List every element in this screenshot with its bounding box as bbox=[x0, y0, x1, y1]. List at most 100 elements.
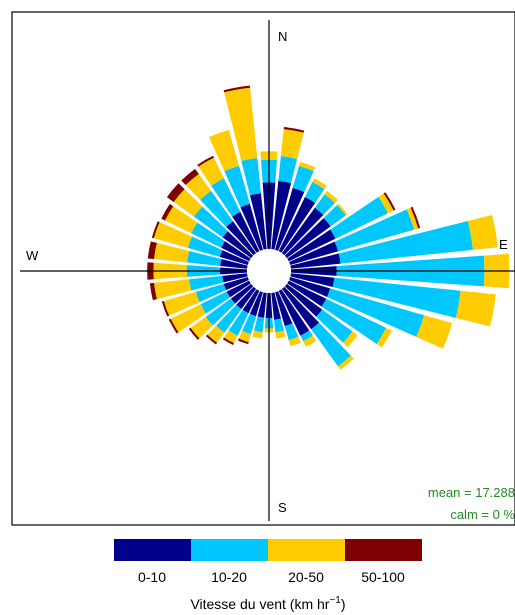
petal-250deg-50-100 bbox=[161, 300, 170, 317]
petal-290deg-20-50 bbox=[153, 222, 192, 248]
petal-190deg-0-10 bbox=[257, 292, 267, 318]
petal-290deg-10-20 bbox=[187, 236, 223, 257]
petal-260deg-10-20 bbox=[189, 275, 224, 291]
petal-300deg-50-100 bbox=[161, 203, 174, 221]
petal-280deg-20-50 bbox=[154, 242, 190, 263]
calm-annotation: calm = 0 % bbox=[450, 507, 515, 522]
petal-110deg-0-10 bbox=[289, 277, 331, 297]
petal-10deg-0-10 bbox=[271, 180, 292, 250]
legend-swatch-20-50 bbox=[268, 539, 345, 561]
legend: 0-10 10-20 20-50 50-100 Vitesse du vent … bbox=[114, 539, 422, 612]
petal-250deg-20-50 bbox=[163, 291, 200, 316]
petal-30deg-10-20 bbox=[304, 181, 325, 203]
petal-160deg-0-10 bbox=[275, 291, 293, 327]
petal-20deg-10-20 bbox=[292, 165, 314, 193]
petal-330deg-20-50 bbox=[198, 157, 224, 186]
petal-350deg-10-20 bbox=[241, 158, 261, 196]
petal-210deg-0-10 bbox=[242, 289, 260, 314]
petal-210deg-50-100 bbox=[222, 337, 234, 346]
petal-40deg-20-50 bbox=[324, 190, 338, 203]
petal-80deg-10-20 bbox=[338, 221, 473, 264]
petal-220deg-20-50 bbox=[207, 325, 225, 343]
petal-240deg-0-10 bbox=[226, 280, 251, 298]
petal-310deg-20-50 bbox=[173, 189, 203, 217]
petal-40deg-0-10 bbox=[281, 207, 324, 256]
petal-250deg-0-10 bbox=[223, 277, 249, 291]
petal-150deg-0-10 bbox=[278, 289, 310, 336]
petal-100deg-10-20 bbox=[332, 277, 461, 318]
petal-240deg-10-20 bbox=[200, 291, 231, 314]
legend-swatch-10-20 bbox=[191, 539, 268, 561]
petal-280deg-0-10 bbox=[220, 259, 248, 269]
petal-20deg-0-10 bbox=[275, 187, 305, 251]
calm-circle bbox=[247, 249, 291, 293]
legend-title: Vitesse du vent (km hr−1) bbox=[190, 595, 345, 612]
petal-290deg-50-100 bbox=[151, 221, 160, 239]
petal-340deg-20-50 bbox=[209, 129, 240, 172]
petal-150deg-20-50 bbox=[303, 335, 317, 347]
petal-290deg-0-10 bbox=[219, 250, 249, 265]
petal-40deg-10-20 bbox=[314, 194, 335, 215]
petal-50deg-10-20 bbox=[323, 205, 346, 227]
petal-330deg-0-10 bbox=[232, 211, 260, 253]
legend-label-0-10: 0-10 bbox=[138, 569, 166, 585]
petal-20deg-20-50 bbox=[298, 161, 316, 172]
petal-110deg-20-50 bbox=[416, 315, 453, 349]
compass-north-label: N bbox=[278, 29, 287, 44]
petal-140deg-20-50 bbox=[338, 355, 354, 370]
petal-350deg-0-10 bbox=[249, 193, 267, 250]
petal-140deg-10-20 bbox=[311, 322, 351, 367]
petal-30deg-0-10 bbox=[278, 196, 316, 253]
compass-south-label: S bbox=[278, 500, 287, 515]
petal-330deg-10-20 bbox=[211, 178, 241, 217]
petal-120deg-10-20 bbox=[321, 298, 387, 344]
petal-70deg-50-100 bbox=[410, 206, 421, 229]
petal-60deg-50-100 bbox=[383, 192, 396, 211]
petal-70deg-20-50 bbox=[406, 207, 419, 230]
petal-170deg-20-50 bbox=[275, 330, 286, 339]
petal-70deg-0-10 bbox=[289, 241, 339, 265]
petal-340deg-10-20 bbox=[224, 165, 250, 208]
petal-230deg-20-50 bbox=[190, 316, 213, 339]
petal-240deg-50-100 bbox=[168, 318, 179, 334]
petal-130deg-10-20 bbox=[316, 309, 353, 343]
petal-60deg-0-10 bbox=[287, 229, 336, 262]
petal-60deg-20-50 bbox=[378, 193, 394, 214]
petal-260deg-50-100 bbox=[149, 282, 157, 301]
petal-170deg-10-20 bbox=[274, 318, 284, 333]
petal-group bbox=[147, 85, 510, 370]
petal-310deg-10-20 bbox=[193, 206, 228, 238]
petal-50deg-0-10 bbox=[284, 218, 331, 259]
petal-350deg-20-50 bbox=[224, 87, 258, 161]
petal-280deg-50-100 bbox=[147, 241, 157, 260]
legend-swatch-0-10 bbox=[114, 539, 191, 561]
petal-130deg-20-50 bbox=[343, 331, 358, 348]
petal-310deg-50-100 bbox=[166, 183, 185, 202]
petal-230deg-50-100 bbox=[188, 327, 200, 340]
petal-310deg-0-10 bbox=[222, 231, 254, 259]
petal-250deg-10-20 bbox=[195, 283, 227, 303]
petal-230deg-10-20 bbox=[205, 298, 236, 326]
legend-swatch-50-100 bbox=[345, 539, 422, 561]
petal-200deg-20-50 bbox=[238, 330, 252, 343]
petal-130deg-0-10 bbox=[284, 283, 323, 317]
petal-190deg-20-50 bbox=[252, 330, 263, 339]
petal-190deg-10-20 bbox=[254, 316, 265, 333]
petal-10deg-10-20 bbox=[278, 156, 298, 184]
petal-170deg-0-10 bbox=[271, 292, 281, 320]
petal-80deg-20-50 bbox=[467, 214, 498, 250]
legend-label-20-50: 20-50 bbox=[288, 569, 324, 585]
petal-230deg-0-10 bbox=[230, 283, 254, 304]
petal-150deg-10-20 bbox=[300, 330, 313, 342]
petal-120deg-20-50 bbox=[376, 327, 392, 348]
petal-200deg-10-20 bbox=[242, 313, 257, 335]
legend-label-50-100: 50-100 bbox=[361, 569, 405, 585]
petal-80deg-0-10 bbox=[290, 253, 341, 269]
petal-200deg-50-100 bbox=[237, 338, 249, 345]
petal-110deg-10-20 bbox=[327, 288, 425, 337]
petal-100deg-20-50 bbox=[455, 290, 496, 327]
petal-320deg-50-100 bbox=[181, 168, 199, 185]
petal-280deg-10-20 bbox=[187, 250, 222, 266]
petal-300deg-10-20 bbox=[191, 222, 225, 248]
